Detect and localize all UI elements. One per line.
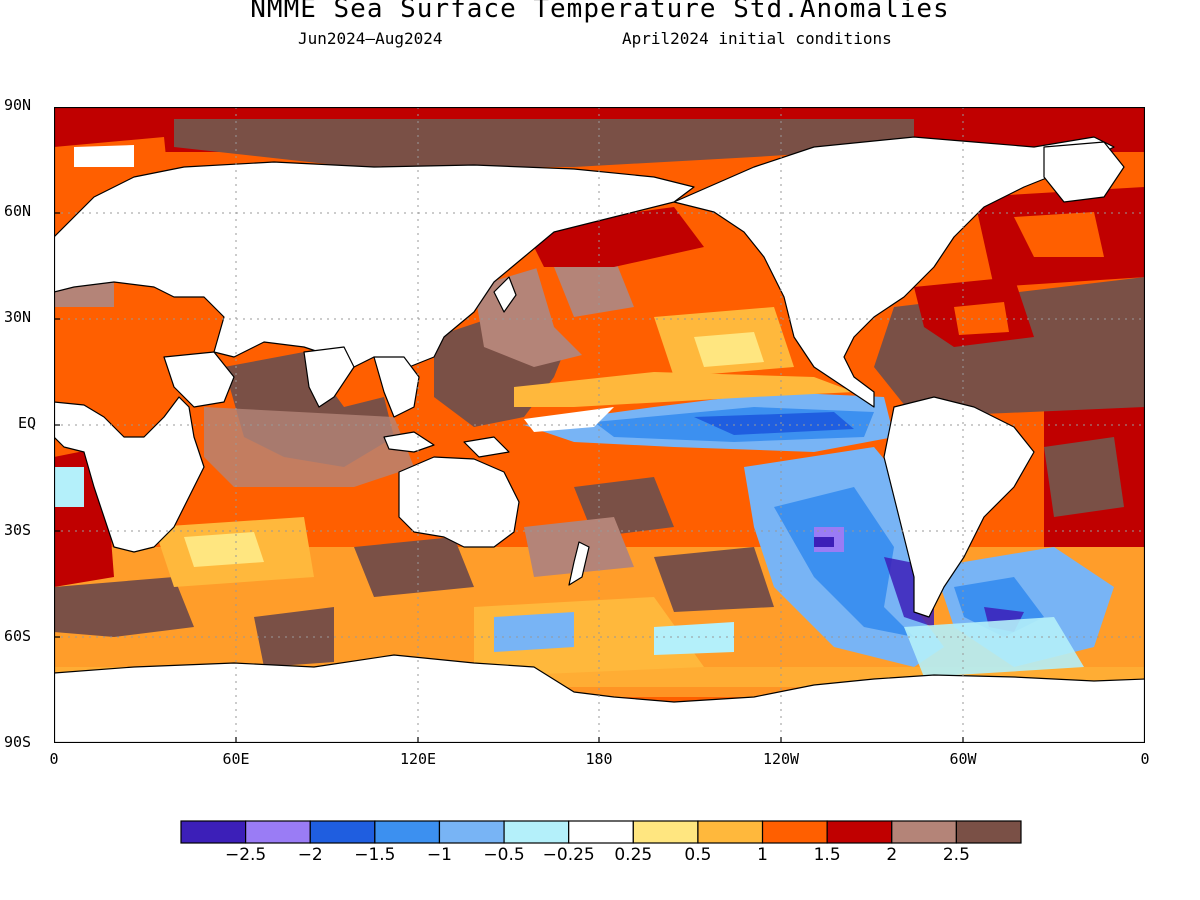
lat-label-eq: EQ: [18, 414, 37, 432]
lon-label-180: 180: [585, 750, 613, 768]
land-masses: [54, 136, 1145, 743]
lon-label-60e: 60E: [222, 750, 250, 768]
japan-land: [493, 276, 517, 313]
subtitle-initial-conditions: April2024 initial conditions: [622, 29, 892, 48]
new-guinea-land: [463, 436, 510, 458]
lon-label-360: 0: [1140, 750, 1150, 768]
colorbar-swatch: [245, 820, 311, 844]
lat-label-90n: 90N: [4, 96, 32, 114]
africa-land: [54, 396, 205, 553]
colorbar-label: 0.25: [614, 845, 653, 865]
sst-anomaly-map: [54, 107, 1145, 743]
subtitle-period: Jun2024—Aug2024: [298, 29, 443, 48]
colorbar-swatch: [180, 820, 247, 844]
colorbar-label: −2: [297, 845, 323, 865]
australia-land: [398, 456, 520, 548]
colorbar-swatch: [568, 820, 634, 844]
colorbar-swatch: [632, 820, 699, 844]
colorbar-swatch: [503, 820, 570, 844]
colorbar-label: −2.5: [224, 845, 267, 865]
arabia-land: [163, 351, 235, 408]
colorbar-label: 1.5: [813, 845, 841, 865]
map-title: NMME Sea Surface Temperature Std.Anomali…: [250, 0, 950, 24]
colorbar-label: 0.5: [684, 845, 712, 865]
eurasia-africa-land: [54, 161, 695, 370]
colorbar-swatch: [438, 820, 505, 844]
colorbar-swatch: [891, 820, 957, 844]
lon-label-60w: 60W: [949, 750, 977, 768]
lat-label-30n: 30N: [4, 308, 32, 326]
lat-label-60n: 60N: [4, 202, 32, 220]
greenland-land: [1043, 141, 1125, 203]
lat-label-90s: 90S: [4, 733, 32, 751]
colorbar-label: −0.5: [483, 845, 525, 865]
colorbar-swatch: [955, 820, 1022, 844]
axis-ticks: [54, 107, 964, 743]
colorbar-swatch: [826, 820, 893, 844]
colorbar-label: −0.25: [542, 845, 595, 865]
colorbar-label: −1.5: [354, 845, 396, 865]
new-zealand-land: [568, 541, 590, 586]
lon-label-0: 0: [49, 750, 59, 768]
colorbar: [180, 820, 1022, 844]
colorbar-label: 2: [886, 845, 898, 865]
colorbar-swatch: [309, 820, 376, 844]
lat-label-60s: 60S: [4, 627, 32, 645]
colorbar-label: 1: [757, 845, 768, 865]
india-land: [303, 346, 355, 408]
colorbar-label: −1: [426, 845, 452, 865]
indonesia-land: [383, 431, 435, 453]
colorbar-swatch: [761, 820, 828, 844]
graticule: [54, 107, 1145, 743]
colorbar-swatch: [697, 820, 764, 844]
lat-label-30s: 30S: [4, 521, 32, 539]
indochina-land: [373, 356, 420, 418]
south-america-land: [883, 396, 1035, 618]
north-america-land: [673, 136, 1115, 408]
lon-label-120e: 120E: [399, 750, 437, 768]
lon-label-120w: 120W: [762, 750, 800, 768]
colorbar-label: 2.5: [942, 845, 970, 865]
colorbar-swatch: [374, 820, 441, 844]
antarctica-land: [54, 654, 1145, 743]
